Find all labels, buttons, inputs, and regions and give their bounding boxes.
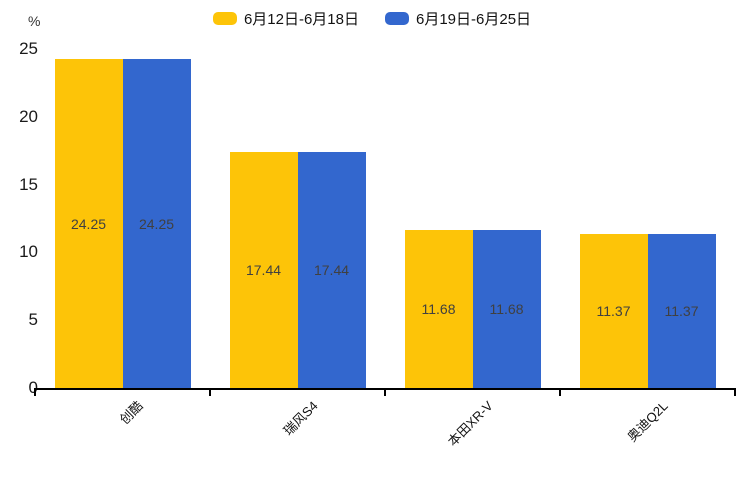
x-axis-tick	[384, 388, 386, 396]
legend: 6月12日-6月18日 6月19日-6月25日	[0, 8, 744, 29]
y-axis-unit-label: %	[28, 13, 41, 29]
y-tick-label: 0	[0, 378, 38, 398]
bar-value-label: 11.68	[421, 300, 456, 317]
bar-value-label: 11.37	[596, 302, 631, 319]
y-tick-label: 25	[19, 39, 38, 58]
bar-value-label: 17.44	[245, 261, 282, 278]
x-category-label: 创酷	[116, 398, 146, 428]
bar-value-label: 24.25	[70, 215, 107, 232]
x-axis-tick	[209, 388, 211, 396]
x-category-label: 奥迪Q2L	[623, 398, 671, 445]
x-axis-tick	[734, 388, 736, 396]
x-axis-tick	[34, 388, 36, 396]
bar-6月12日-6月18日-奥迪Q2L: 11.37	[579, 233, 648, 388]
bar-value-label: 17.44	[313, 261, 350, 278]
y-tick-label: 15	[19, 174, 38, 194]
legend-label-week1: 6月12日-6月18日	[243, 11, 359, 28]
bar-6月12日-6月18日-本田XR-V: 11.68	[404, 229, 473, 388]
x-axis-tick	[559, 388, 561, 396]
bar-6月12日-6月18日-创酷: 24.25	[54, 59, 123, 388]
x-category-label: 本田XR-V	[444, 398, 496, 450]
legend-item-week1: 6月12日-6月18日	[212, 8, 359, 29]
bar-6月19日-6月25日-奥迪Q2L: 11.37	[647, 233, 716, 388]
legend-label-week2: 6月19日-6月25日	[416, 11, 532, 28]
bar-6月19日-6月25日-本田XR-V: 11.68	[472, 229, 541, 388]
bar-6月19日-6月25日-瑞风S4: 17.44	[297, 151, 366, 388]
plot-area: 24.25 24.25 创酷 17.44 17.44 瑞风S4 11.68 11.68 本田XR…	[34, 0, 736, 470]
x-category-label: 瑞风S4	[279, 398, 321, 439]
bar-value-label: 11.37	[664, 302, 699, 319]
bar-value-label: 11.68	[489, 300, 524, 317]
legend-swatch-week2	[385, 12, 409, 25]
y-tick-label: 10	[19, 242, 38, 262]
legend-swatch-week1	[212, 12, 237, 25]
legend-item-week2: 6月19日-6月25日	[385, 8, 531, 29]
y-tick-label: 20	[19, 106, 38, 126]
bar-value-label: 24.25	[138, 215, 175, 232]
bar-6月19日-6月25日-创酷: 24.25	[122, 59, 191, 388]
bar-6月12日-6月18日-瑞风S4: 17.44	[229, 151, 298, 388]
y-tick-label: 5	[28, 310, 38, 330]
